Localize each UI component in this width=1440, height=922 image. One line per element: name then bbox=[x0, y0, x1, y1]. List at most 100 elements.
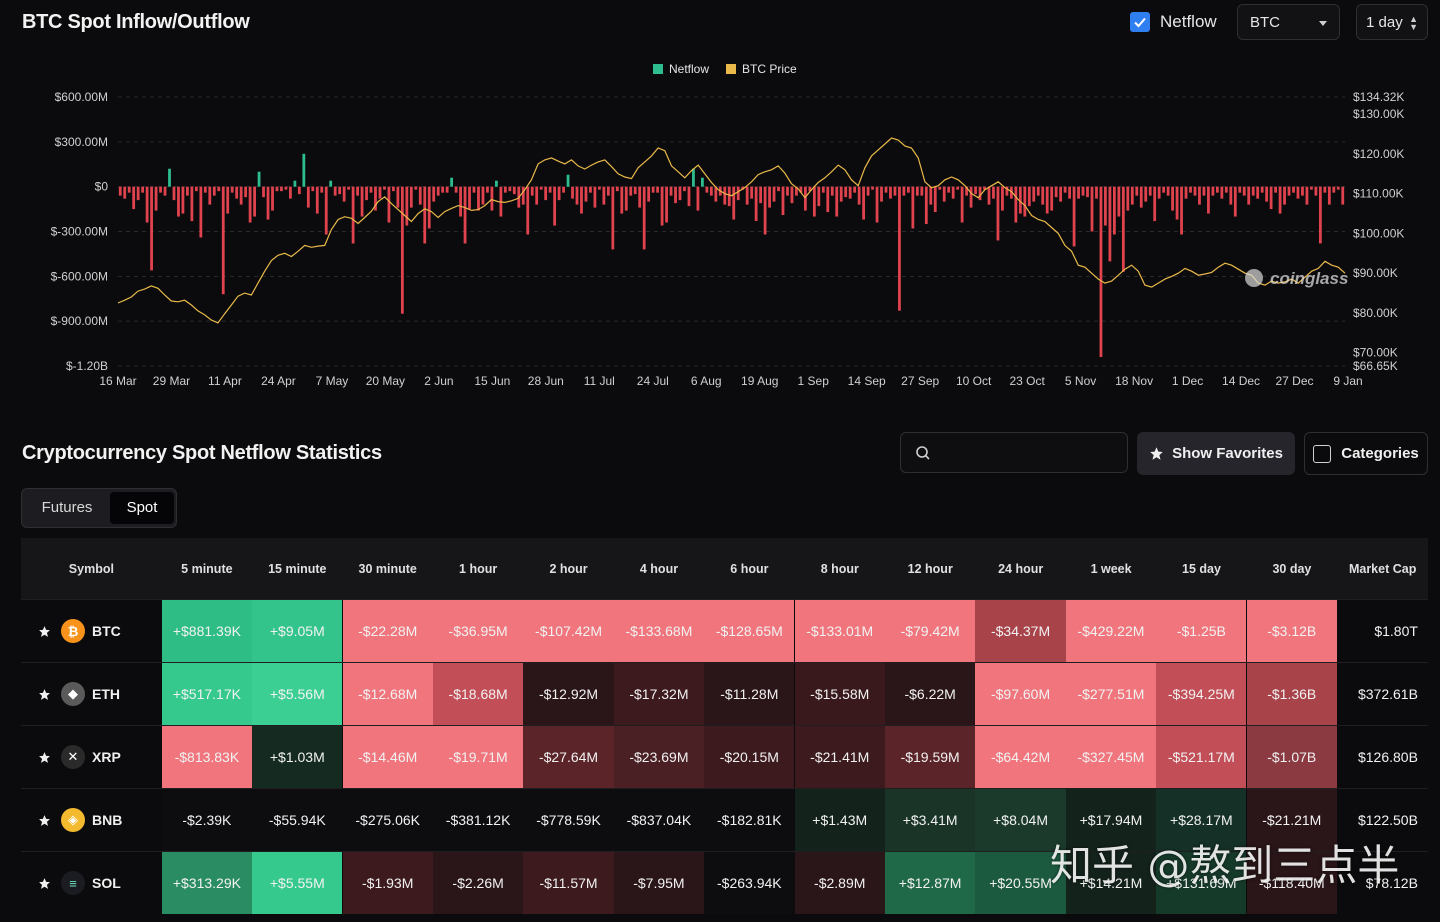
netflow-bar bbox=[1233, 186, 1237, 217]
symbol-cell: ◆ ETH bbox=[21, 663, 162, 725]
x-tick-label: 1 Sep bbox=[798, 374, 830, 388]
netflow-cell: -$14.46M bbox=[342, 726, 433, 788]
table-row[interactable]: ≡ SOL +$313.29K +$5.55M -$1.93M -$2.26M -$11.5… bbox=[21, 851, 1428, 914]
netflow-toggle[interactable]: Netflow bbox=[1130, 12, 1217, 32]
netflow-cell: -$19.59M bbox=[885, 726, 976, 788]
netflow-bar bbox=[1327, 186, 1331, 205]
column-header[interactable]: 12 hour bbox=[907, 561, 953, 576]
netflow-bar bbox=[642, 186, 646, 250]
column-header[interactable]: 1 week bbox=[1090, 561, 1132, 576]
netflow-bar bbox=[768, 186, 771, 208]
column-header[interactable]: 2 hour bbox=[549, 561, 588, 576]
x-tick-label: 15 Jun bbox=[474, 374, 510, 388]
table-row[interactable]: ◆ ETH +$517.17K +$5.56M -$12.68M -$18.68M -$12… bbox=[21, 662, 1428, 725]
y-left-tick-label: $600.00M bbox=[55, 90, 108, 104]
netflow-bar bbox=[136, 186, 140, 201]
column-header[interactable]: Market Cap bbox=[1348, 561, 1417, 576]
show-favorites-button[interactable]: Show Favorites bbox=[1137, 432, 1295, 475]
y-right-tick-label: $90.00K bbox=[1353, 266, 1398, 280]
column-header[interactable]: Symbol bbox=[68, 561, 114, 576]
netflow-bar bbox=[1009, 186, 1013, 199]
table-row[interactable]: ◈ BNB -$2.39K -$55.94K -$275.06K -$381.12K -$7… bbox=[21, 788, 1428, 851]
netflow-bar bbox=[1068, 186, 1071, 199]
netflow-bar bbox=[983, 186, 986, 190]
table-row[interactable]: ✕ XRP -$813.83K +$1.03M -$14.46M -$19.71M -$27… bbox=[21, 725, 1428, 788]
netflow-bar bbox=[902, 186, 906, 196]
netflow-bar bbox=[1265, 186, 1269, 202]
netflow-bar bbox=[1211, 186, 1215, 196]
netflow-bar bbox=[804, 186, 807, 211]
netflow-bar bbox=[1251, 186, 1255, 196]
column-header[interactable]: 4 hour bbox=[639, 561, 679, 576]
x-tick-label: 24 Apr bbox=[261, 374, 296, 388]
netflow-bar bbox=[1117, 186, 1121, 217]
netflow-bar bbox=[356, 186, 359, 196]
column-header[interactable]: 30 day bbox=[1272, 561, 1312, 576]
netflow-chart: Netflow BTC Price $600.00M $300.00M $0 $-300.… bbox=[51, 62, 1405, 388]
netflow-bar bbox=[974, 186, 977, 195]
column-header[interactable]: 24 hour bbox=[998, 561, 1044, 576]
favorite-star-icon[interactable] bbox=[38, 688, 51, 701]
y-right-tick-label: $120.00K bbox=[1353, 147, 1404, 161]
netflow-bar bbox=[1336, 186, 1340, 190]
y-left-tick-label: $-600.00M bbox=[51, 269, 108, 283]
column-header[interactable]: 6 hour bbox=[730, 561, 769, 576]
categories-button[interactable]: Categories bbox=[1304, 432, 1428, 475]
netflow-bar bbox=[808, 186, 812, 192]
x-tick-label: 11 Jul bbox=[584, 374, 615, 388]
netflow-cell: -$36.95M bbox=[433, 600, 524, 662]
tab-futures[interactable]: Futures bbox=[41, 499, 93, 516]
netflow-bar bbox=[1166, 186, 1170, 196]
netflow-cell: -$3.12B bbox=[1246, 600, 1337, 662]
period-select[interactable]: 1 day ▲ ▼ bbox=[1356, 4, 1428, 40]
netflow-cell: -$277.51M bbox=[1065, 663, 1157, 725]
netflow-cell: -$12.92M bbox=[523, 663, 614, 725]
table-row[interactable]: ₿ BTC +$881.39K +$9.05M -$22.28M -$36.95M -$10… bbox=[21, 599, 1428, 662]
search-box[interactable] bbox=[900, 432, 1128, 473]
netflow-bar bbox=[839, 186, 843, 202]
netflow-bar bbox=[1175, 186, 1179, 220]
netflow-cell: -$27.64M bbox=[523, 726, 614, 788]
netflow-bar bbox=[754, 186, 758, 222]
netflow-bar bbox=[392, 186, 395, 192]
y-left-tick-label: $-300.00M bbox=[51, 225, 108, 239]
x-tick-label: 5 Nov bbox=[1065, 374, 1096, 388]
tab-spot[interactable]: Spot bbox=[110, 492, 174, 524]
netflow-bar bbox=[365, 186, 368, 201]
search-input[interactable] bbox=[937, 441, 1121, 467]
y-left-tick-label: $0 bbox=[95, 180, 109, 194]
netflow-bar bbox=[194, 186, 198, 192]
column-header[interactable]: 15 minute bbox=[268, 561, 327, 576]
netflow-bar bbox=[1081, 186, 1085, 196]
column-header[interactable]: 15 day bbox=[1182, 561, 1221, 576]
netflow-bar bbox=[821, 186, 825, 193]
x-tick-label: 11 Apr bbox=[208, 374, 242, 388]
column-header[interactable]: 30 minute bbox=[358, 561, 417, 576]
y-left-tick-label: $300.00M bbox=[55, 135, 108, 149]
coin-select[interactable]: BTC bbox=[1237, 4, 1340, 40]
netflow-checkbox[interactable] bbox=[1130, 12, 1150, 32]
netflow-bar bbox=[947, 186, 951, 193]
netflow-bar bbox=[799, 186, 803, 193]
netflow-bar bbox=[853, 186, 857, 193]
favorite-star-icon[interactable] bbox=[38, 751, 51, 764]
column-header[interactable]: 1 hour bbox=[459, 561, 498, 576]
netflow-bar bbox=[1314, 186, 1318, 196]
netflow-bar bbox=[221, 186, 225, 295]
netflow-bar bbox=[118, 186, 122, 196]
netflow-cell: -$97.60M bbox=[975, 663, 1066, 725]
favorite-star-icon[interactable] bbox=[38, 625, 51, 638]
market-cap-cell: $126.80B bbox=[1357, 749, 1418, 765]
symbol-cell: ≡ SOL bbox=[21, 852, 162, 914]
netflow-bar bbox=[1229, 186, 1233, 205]
column-header[interactable]: 5 minute bbox=[181, 561, 233, 576]
netflow-bar bbox=[759, 186, 762, 204]
favorite-star-icon[interactable] bbox=[38, 877, 51, 890]
netflow-bar bbox=[1341, 186, 1345, 205]
column-header[interactable]: 8 hour bbox=[820, 561, 859, 576]
favorite-star-icon[interactable] bbox=[38, 814, 51, 827]
x-tick-label: 18 Nov bbox=[1115, 374, 1153, 388]
netflow-bar bbox=[1238, 186, 1242, 193]
categories-checkbox[interactable] bbox=[1313, 444, 1332, 463]
netflow-bar bbox=[208, 186, 212, 205]
